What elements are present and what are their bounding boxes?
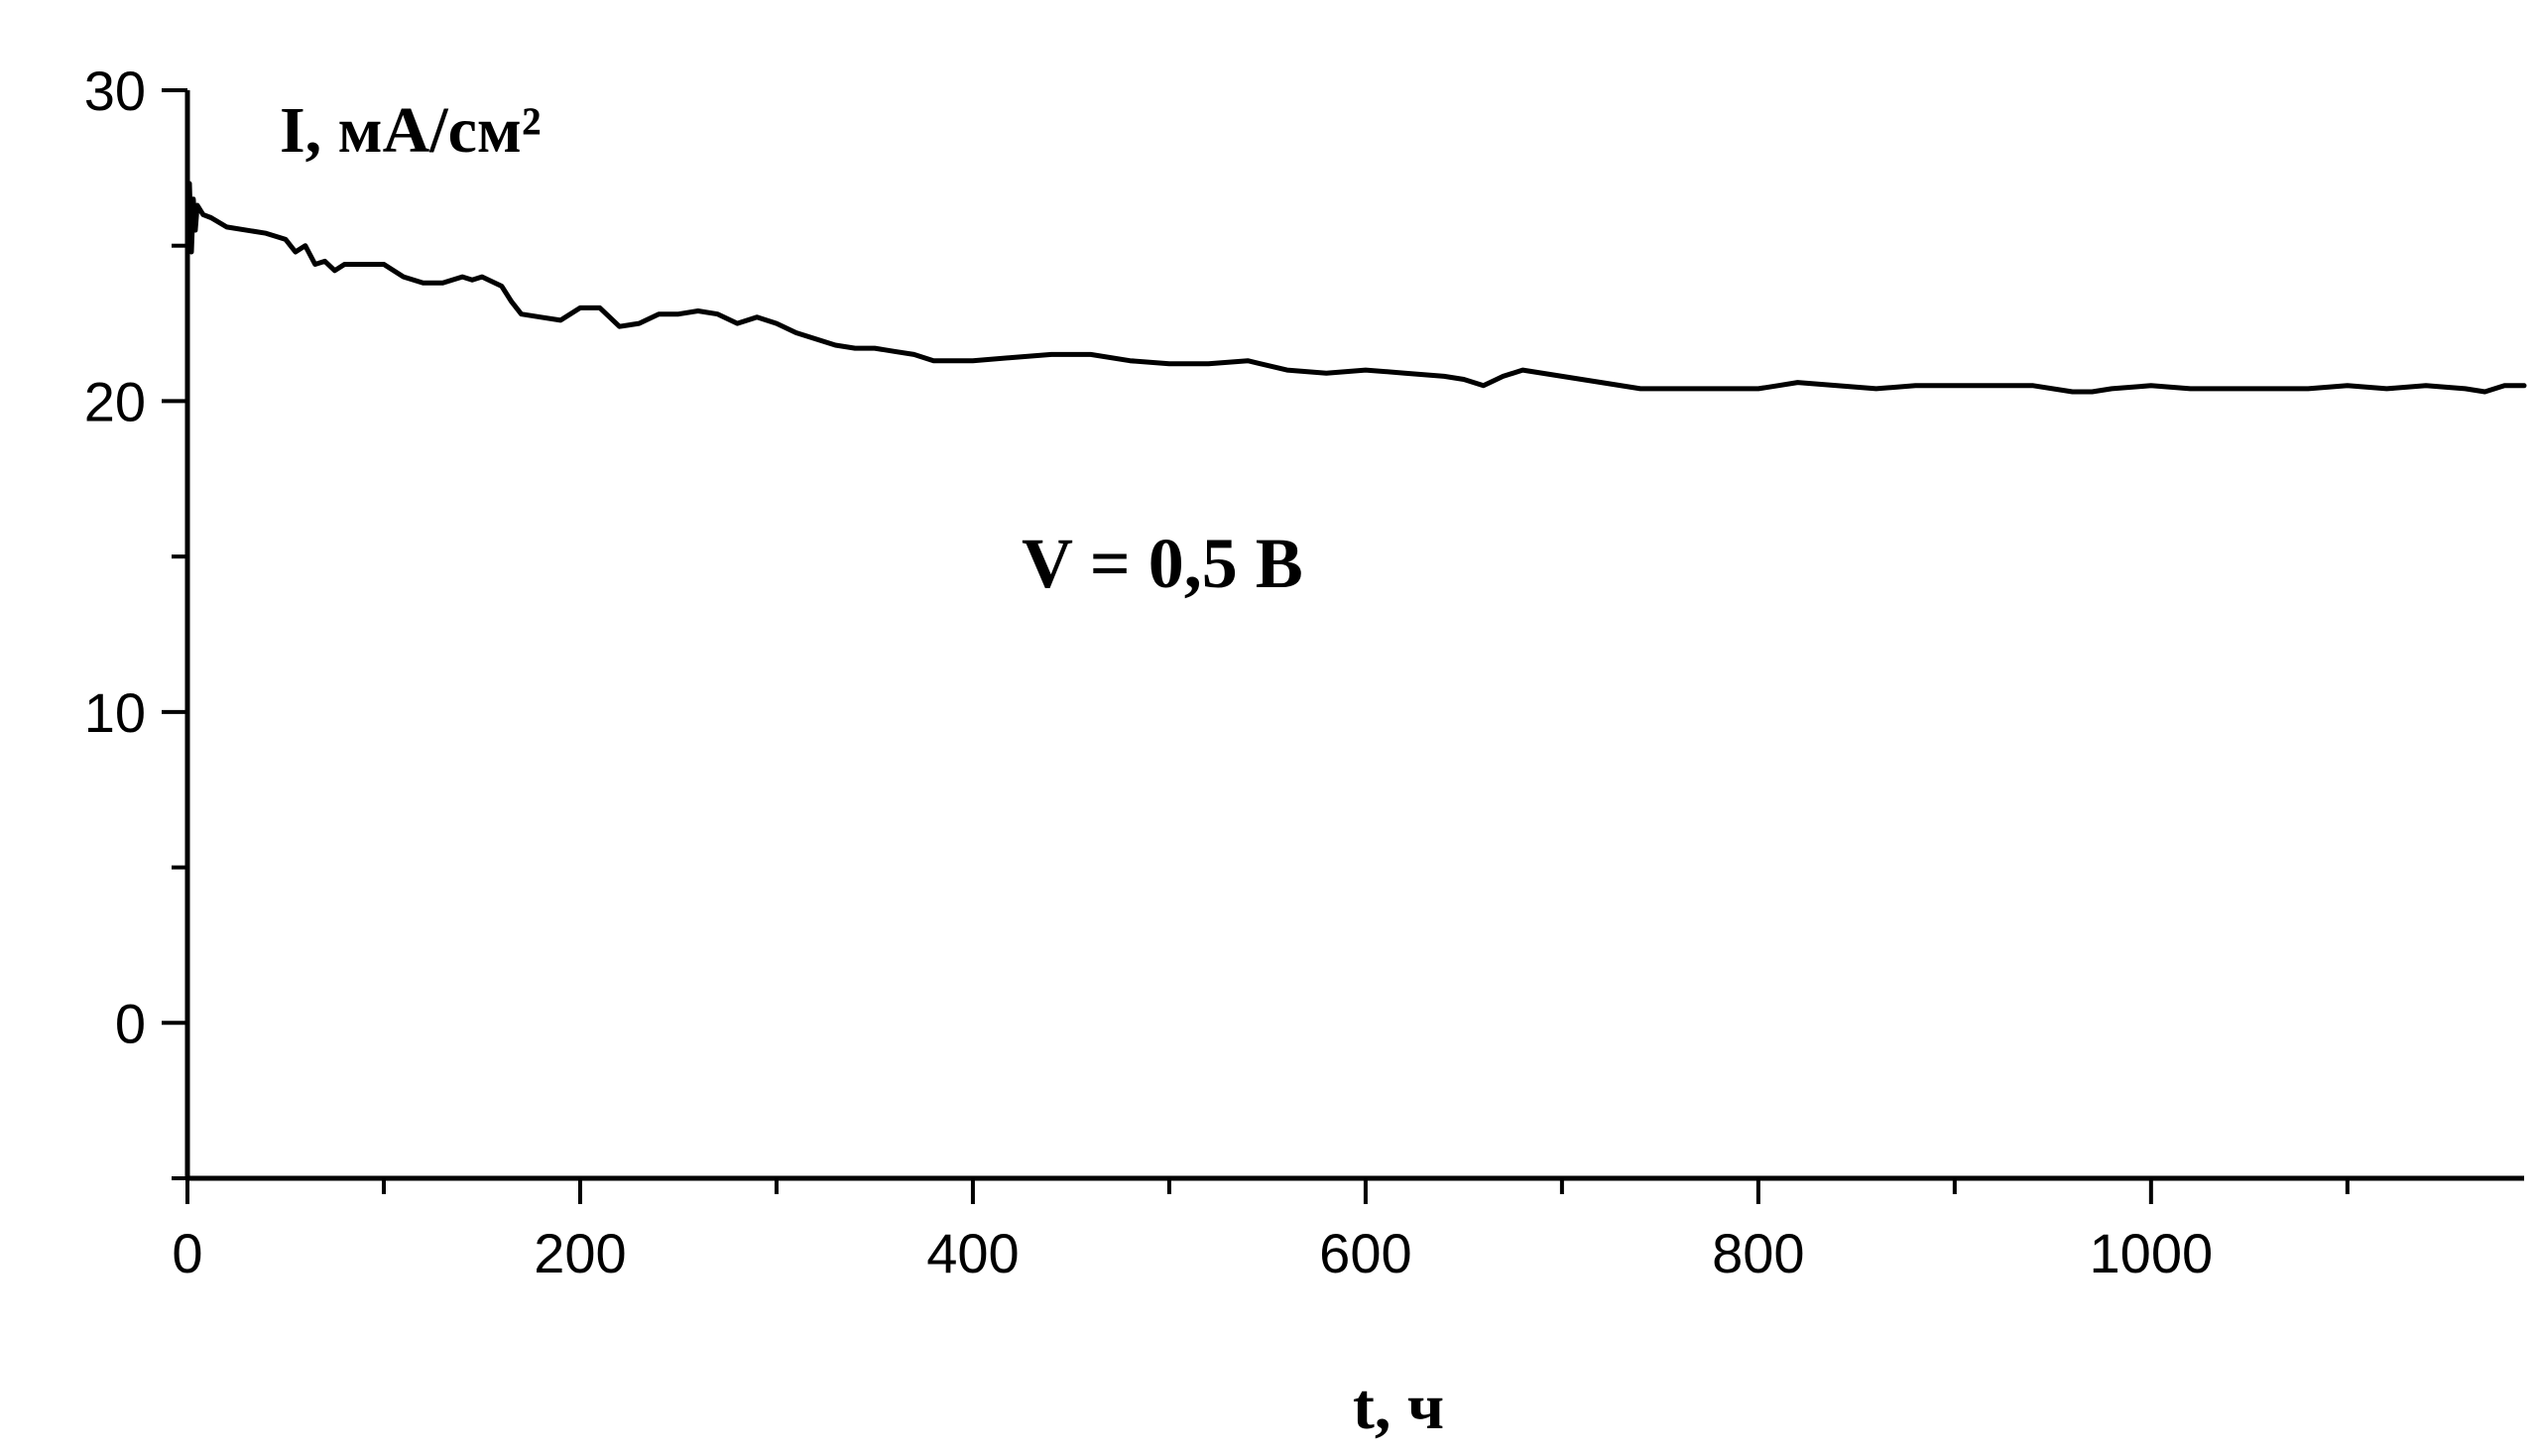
- x-tick-label: 400: [926, 1222, 1019, 1284]
- y-tick-label: 0: [115, 992, 146, 1054]
- tick-marks: [162, 88, 2350, 1204]
- voltage-annotation: V = 0,5 В: [1022, 524, 1303, 603]
- series-line: [184, 181, 2527, 395]
- x-tick-label: 0: [172, 1222, 202, 1284]
- x-tick-label: 600: [1319, 1222, 1411, 1284]
- y-tick-label: 10: [84, 681, 146, 744]
- tick-labels: 0 200 400 600 800 1000 0 10 20 30: [84, 60, 2213, 1284]
- y-axis-title: I, мА/см²: [280, 94, 542, 167]
- y-tick-label: 20: [84, 370, 146, 432]
- x-tick-label: 200: [534, 1222, 626, 1284]
- x-tick-label: 800: [1712, 1222, 1804, 1284]
- y-tick-label: 30: [84, 60, 146, 122]
- x-tick-label: 1000: [2090, 1222, 2214, 1284]
- x-axis-title: t, ч: [1353, 1371, 1444, 1443]
- axes: [184, 90, 2524, 1181]
